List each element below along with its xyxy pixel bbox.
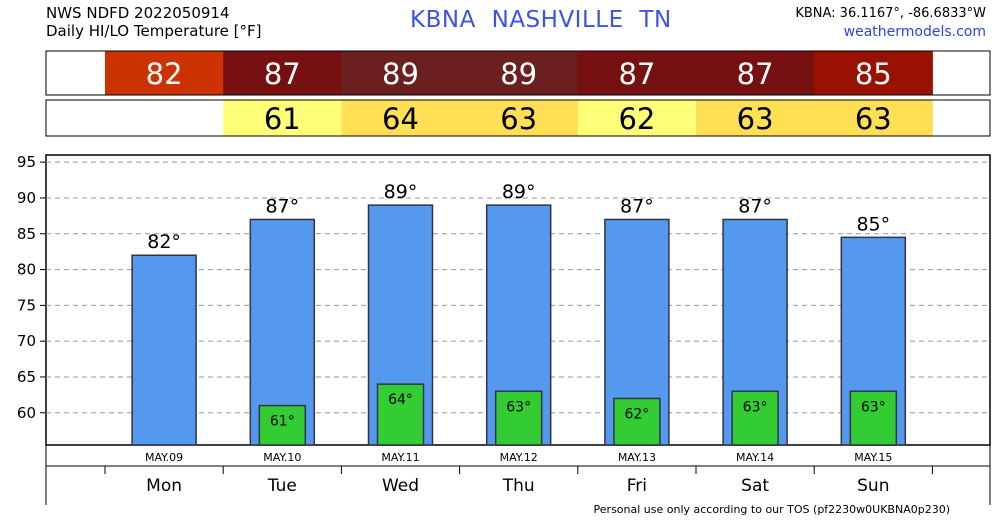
hi-cell [105, 51, 224, 95]
station-coordinates: KBNA: 36.1167°, -86.6833°W [795, 6, 986, 21]
hi-bar-label: 87° [738, 195, 772, 217]
lo-cell-value: 61 [264, 102, 301, 136]
header-product: Daily HI/LO Temperature [°F] [46, 22, 262, 40]
hi-cell [223, 51, 342, 95]
x-day-label: Sat [741, 476, 769, 496]
lo-cell [341, 100, 461, 136]
hi-cell [577, 51, 697, 95]
hi-bar-label: 82° [147, 231, 181, 253]
lo-bar-label: 63° [743, 399, 768, 415]
x-date-label: MAY.09 [145, 451, 183, 464]
hi-cell-value: 82 [146, 57, 183, 91]
hi-bar [131, 254, 197, 446]
lo-cell-value: 63 [737, 102, 774, 136]
lo-cell-value: 63 [855, 102, 892, 136]
lo-bar-label: 62° [624, 406, 649, 422]
hi-bar-label: 89° [384, 181, 418, 203]
hi-bar-label: 87° [620, 195, 654, 217]
hi-cell-value: 85 [855, 57, 892, 91]
hi-cell-value: 87 [618, 57, 655, 91]
lo-bar [494, 390, 543, 446]
lo-bar-label: 63° [506, 399, 531, 415]
x-date-label: MAY.11 [381, 451, 419, 464]
hi-cell [696, 51, 815, 95]
lo-bar [849, 390, 898, 446]
x-date-label: MAY.12 [500, 451, 538, 464]
y-tick-label: 65 [17, 368, 36, 386]
y-tick-label: 70 [17, 332, 36, 350]
lo-bar [376, 383, 425, 446]
lo-cell [696, 100, 815, 136]
x-date-label: MAY.10 [263, 451, 301, 464]
header-model-run: NWS NDFD 2022050914 [46, 4, 230, 22]
x-day-label: Sun [857, 476, 889, 496]
lo-cell [223, 100, 342, 136]
hi-bar-label: 85° [856, 213, 890, 235]
lo-cell-value: 63 [500, 102, 537, 136]
x-day-label: Fri [627, 476, 647, 496]
hi-cell-value: 89 [500, 57, 537, 91]
lo-bar [258, 404, 307, 446]
hi-cell-value: 87 [264, 57, 301, 91]
hi-cell [459, 51, 579, 95]
y-tick-label: 90 [17, 189, 36, 207]
x-date-label: MAY.13 [618, 451, 656, 464]
lo-cell [577, 100, 697, 136]
x-date-label: MAY.14 [736, 451, 774, 464]
lo-cell [459, 100, 579, 136]
hi-cell-value: 87 [737, 57, 774, 91]
hi-bar-label: 87° [265, 195, 299, 217]
footer-tos: Personal use only according to our TOS (… [593, 503, 950, 516]
lo-cell-value: 64 [382, 102, 419, 136]
hi-bar-label: 89° [502, 181, 536, 203]
lo-bar [731, 390, 779, 446]
x-date-label: MAY.15 [854, 451, 892, 464]
x-day-label: Wed [382, 476, 419, 496]
hi-cell [814, 51, 933, 95]
station-title: KBNA NASHVILLE TN [410, 7, 672, 33]
lo-cell-value: 62 [618, 102, 655, 136]
y-tick-label: 95 [17, 153, 36, 171]
y-tick-label: 60 [17, 404, 36, 422]
hi-cell-value: 89 [382, 57, 419, 91]
x-day-label: Mon [146, 476, 182, 496]
hi-cell [341, 51, 461, 95]
lo-bar-label: 64° [388, 392, 413, 408]
y-tick-label: 75 [17, 296, 36, 314]
y-tick-label: 80 [17, 261, 36, 279]
x-day-label: Thu [502, 476, 535, 496]
lo-bar [613, 397, 661, 446]
y-tick-label: 85 [17, 225, 36, 243]
x-day-label: Tue [267, 476, 297, 496]
lo-bar-label: 61° [270, 414, 295, 430]
lo-bar-label: 63° [861, 399, 886, 415]
lo-cell [814, 100, 933, 136]
site-link[interactable]: weathermodels.com [843, 24, 986, 40]
